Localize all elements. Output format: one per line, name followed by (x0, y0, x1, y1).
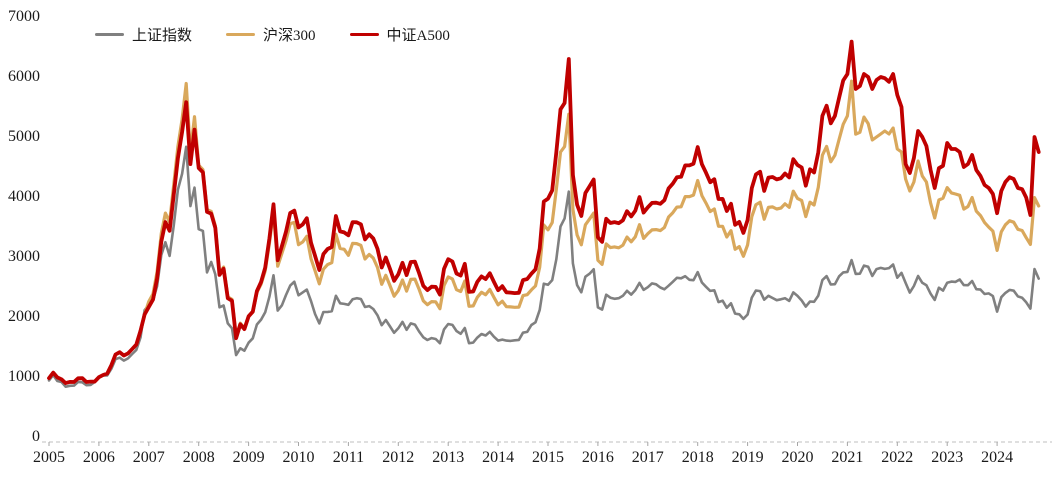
y-axis-tick-label: 0 (32, 428, 40, 445)
x-axis-tick-label: 2007 (132, 449, 165, 466)
y-axis-tick-label: 6000 (8, 68, 40, 85)
legend-line-swatch-red (349, 32, 379, 37)
legend-label: 上证指数 (132, 28, 193, 44)
series-line-1 (47, 79, 1041, 385)
x-axis-tick-label: 2021 (831, 449, 864, 466)
x-axis-tick-label: 2005 (33, 449, 65, 466)
x-axis-tick-label: 2016 (581, 449, 614, 466)
x-axis-tick-label: 2014 (482, 449, 515, 466)
x-axis-tick-label: 2018 (681, 449, 714, 466)
y-axis-tick-label: 4000 (8, 188, 40, 205)
y-axis-tick-label: 1000 (8, 368, 40, 385)
x-axis-tick-label: 2011 (332, 449, 365, 466)
x-axis-tick-label: 2017 (631, 449, 664, 466)
legend-label: 沪深300 (263, 28, 316, 44)
legend-item-shangzheng-index: 上证指数 (95, 24, 192, 45)
x-axis-tick-label: 2009 (232, 449, 265, 466)
series-line-0 (47, 145, 1040, 389)
chart-legend: 上证指数 沪深300 中证A500 (95, 24, 450, 45)
x-axis-tick-label: 2006 (82, 449, 115, 466)
y-axis-tick-label: 3000 (8, 248, 40, 265)
x-axis-tick-label: 2023 (931, 449, 964, 466)
y-axis-tick-label: 2000 (8, 308, 40, 325)
legend-line-swatch-gold (226, 32, 256, 37)
y-axis-tick-label: 5000 (8, 128, 40, 145)
series-line-2 (47, 39, 1041, 386)
legend-item-csia500: 中证A500 (349, 24, 450, 45)
legend-label: 中证A500 (386, 28, 450, 44)
x-axis-tick-label: 2020 (781, 449, 814, 466)
x-axis-tick-label: 2019 (731, 449, 764, 466)
x-axis-tick-label: 2008 (182, 449, 215, 466)
x-axis-tick-label: 2022 (881, 449, 914, 466)
legend-line-swatch-gray (95, 33, 124, 36)
x-axis-tick-label: 2015 (532, 449, 564, 466)
legend-item-csi300: 沪深300 (226, 24, 316, 45)
x-axis-tick-label: 2010 (282, 449, 315, 466)
y-axis-tick-label: 7000 (8, 8, 40, 25)
x-axis-tick-label: 2013 (432, 449, 465, 466)
x-axis-tick-label: 2012 (382, 449, 415, 466)
x-axis-tick-label: 2024 (981, 449, 1014, 466)
